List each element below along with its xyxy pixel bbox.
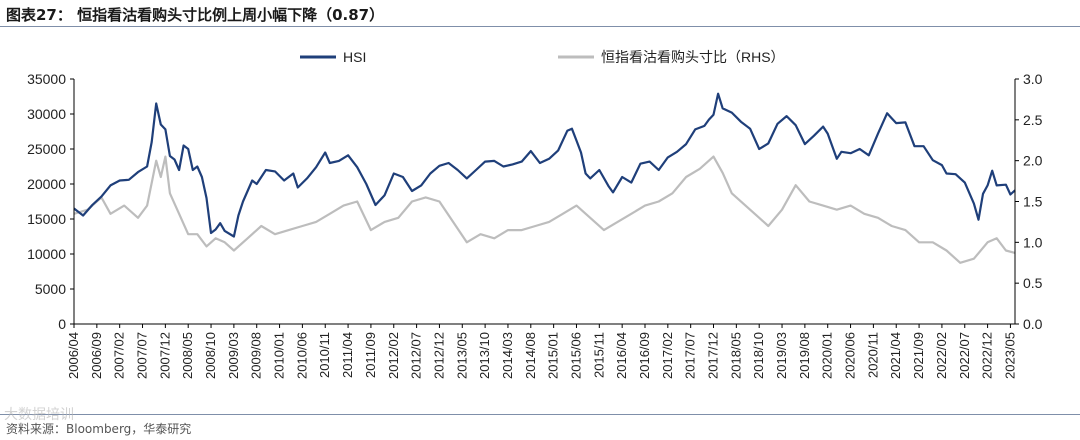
y-left-tick-label: 20000 <box>27 176 66 192</box>
series-layer <box>73 92 1016 264</box>
x-tick-label: 2022/07 <box>957 332 972 379</box>
y-left-tick-label: 5000 <box>35 281 66 297</box>
x-tick-label: 2013/10 <box>477 332 492 379</box>
y-axis-right: 0.0 0.5 1.0 1.5 2.0 2.5 3.0 <box>1015 71 1043 332</box>
y-left-tick-label: 15000 <box>27 211 66 227</box>
x-tick-label: 2008/05 <box>180 332 195 379</box>
x-tick-label: 2015/11 <box>591 332 606 378</box>
x-tick-label: 2010/01 <box>272 332 287 379</box>
x-tick-label: 2014/08 <box>523 332 538 379</box>
legend: HSI 恒指看沽看购头寸比（RHS） <box>300 49 785 65</box>
y-right-tick-label: 3.0 <box>1023 71 1043 87</box>
x-tick-label: 2021/04 <box>888 332 903 379</box>
top-rule <box>0 26 1080 27</box>
x-tick-label: 2012/07 <box>409 332 424 379</box>
y-left-tick-label: 30000 <box>27 106 66 122</box>
x-tick-label: 2010/11 <box>317 332 332 378</box>
x-tick-label: 2014/03 <box>500 332 515 379</box>
watermark: 大数据培训 <box>4 407 74 423</box>
x-tick-label: 2020/01 <box>820 332 835 379</box>
x-tick-label: 2022/02 <box>934 332 949 379</box>
x-tick-label: 2007/07 <box>135 332 150 379</box>
x-axis: 2006/04 2006/09 2007/02 2007/07 2007/12 2008/… <box>66 324 1017 379</box>
y-right-tick-label: 0.0 <box>1023 316 1043 332</box>
x-tick-label: 2017/12 <box>706 332 721 379</box>
x-tick-label: 2019/03 <box>774 332 789 379</box>
x-tick-label: 2021/09 <box>911 332 926 379</box>
x-tick-label: 2008/10 <box>203 332 218 379</box>
y-right-tick-label: 0.5 <box>1023 275 1043 291</box>
x-tick-label: 2017/02 <box>660 332 675 379</box>
chart: HSI 恒指看沽看购头寸比（RHS） 0 5000 10000 15000 20000 25… <box>27 49 1043 379</box>
x-tick-label: 2007/02 <box>112 332 127 379</box>
x-tick-label: 2007/12 <box>157 332 172 379</box>
x-tick-label: 2006/04 <box>66 332 81 379</box>
figure-header: 图表27： 恒指看沽看购头寸比例上周小幅下降（0.87） <box>0 0 1080 30</box>
x-tick-label: 2023/05 <box>1002 332 1017 379</box>
x-tick-label: 2017/07 <box>683 332 698 379</box>
x-tick-label: 2006/09 <box>89 332 104 379</box>
x-tick-label: 2020/11 <box>865 332 880 378</box>
y-axis-left: 0 5000 10000 15000 20000 25000 30000 35000 <box>27 71 74 332</box>
x-tick-label: 2012/12 <box>431 332 446 379</box>
y-right-tick-label: 1.5 <box>1023 194 1043 210</box>
series-line-hsi <box>73 92 1016 238</box>
y-right-tick-label: 1.0 <box>1023 234 1043 250</box>
x-tick-label: 2016/09 <box>637 332 652 379</box>
legend-label-hsi: HSI <box>343 49 366 65</box>
x-tick-label: 2020/06 <box>843 332 858 379</box>
y-right-tick-label: 2.5 <box>1023 112 1043 128</box>
x-tick-label: 2018/10 <box>751 332 766 379</box>
x-tick-label: 2012/02 <box>386 332 401 379</box>
x-tick-label: 2015/01 <box>546 332 561 379</box>
figure-title: 图表27： 恒指看沽看购头寸比例上周小幅下降（0.87） <box>6 6 385 24</box>
y-left-tick-label: 25000 <box>27 141 66 157</box>
x-tick-label: 2009/08 <box>249 332 264 379</box>
axes <box>73 79 1016 325</box>
x-tick-label: 2011/09 <box>363 332 378 378</box>
x-tick-label: 2010/06 <box>294 332 309 379</box>
x-tick-label: 2009/03 <box>226 332 241 379</box>
x-tick-label: 2022/12 <box>980 332 995 379</box>
series-line-put-call-ratio <box>73 155 1016 264</box>
x-tick-label: 2013/05 <box>454 332 469 379</box>
y-left-tick-label: 0 <box>58 316 66 332</box>
x-tick-label: 2015/06 <box>568 332 583 379</box>
y-right-tick-label: 2.0 <box>1023 153 1043 169</box>
x-tick-label: 2018/05 <box>728 332 743 379</box>
y-left-tick-label: 10000 <box>27 246 66 262</box>
x-tick-label: 2019/08 <box>797 332 812 379</box>
y-left-tick-label: 35000 <box>27 71 66 87</box>
x-tick-label: 2016/04 <box>614 332 629 379</box>
source-note: 资料来源：Bloomberg，华泰研究 <box>6 422 192 436</box>
legend-label-put-call-ratio: 恒指看沽看购头寸比（RHS） <box>601 49 785 65</box>
x-tick-label: 2011/04 <box>340 332 355 378</box>
bottom-rule <box>0 414 1080 415</box>
